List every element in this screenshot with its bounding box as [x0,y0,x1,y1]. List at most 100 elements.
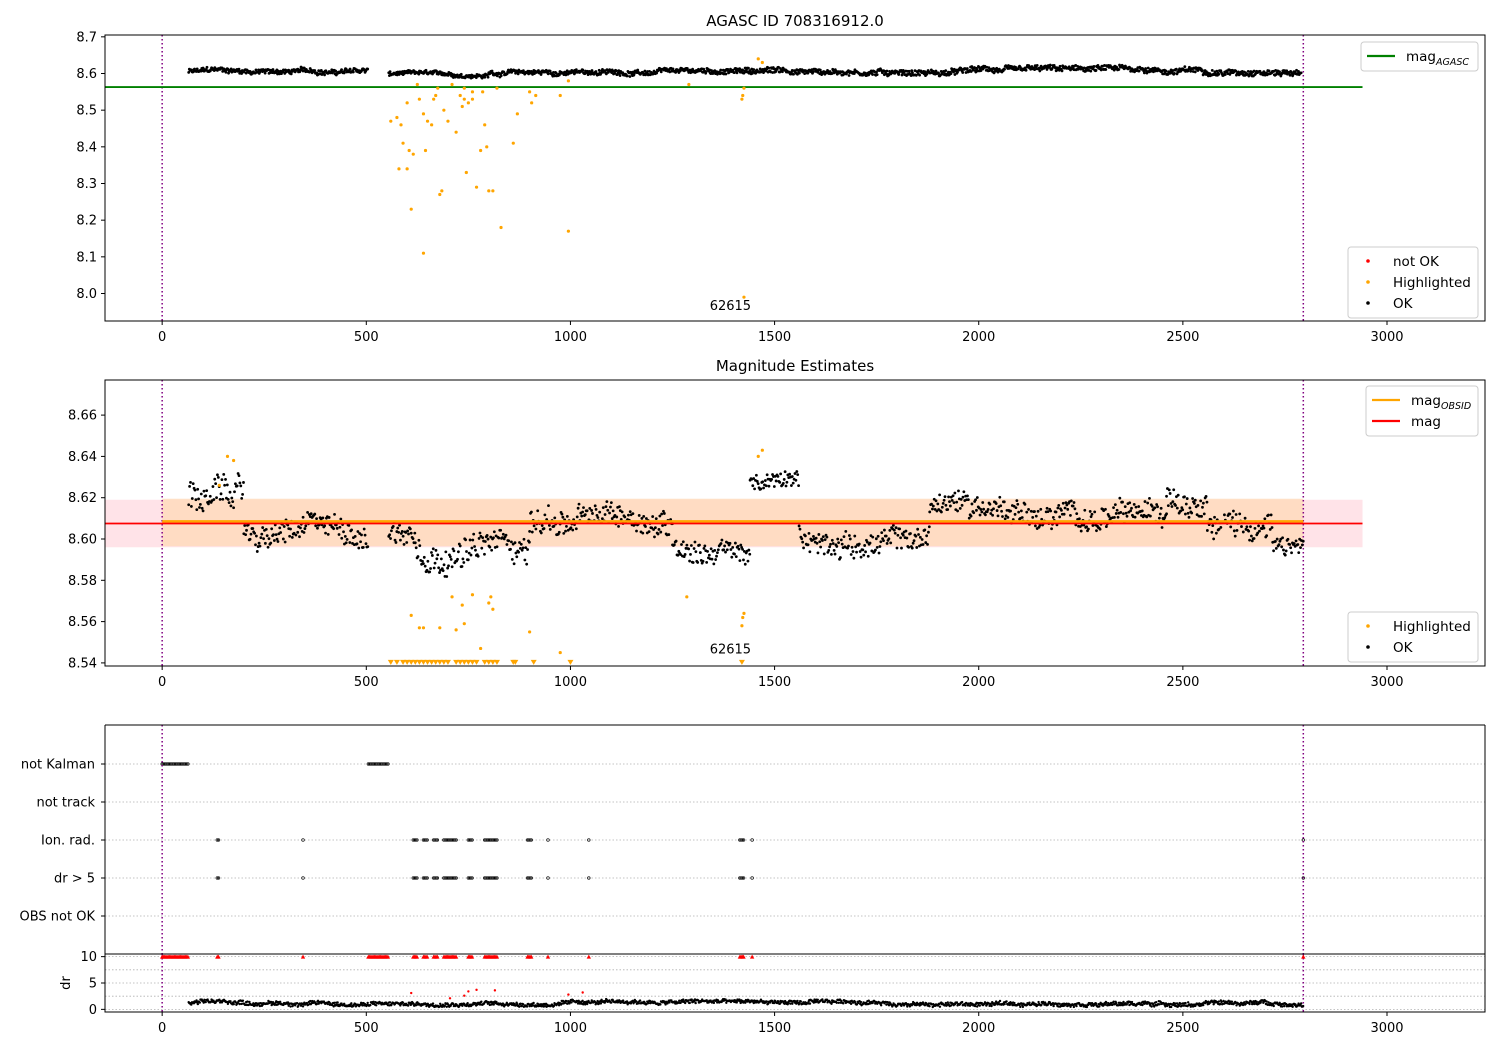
ok-point [1248,1002,1251,1006]
ok-point [194,498,198,502]
ok-point [715,554,718,558]
ok-point [815,541,819,545]
ok-point [1021,1005,1025,1009]
ok-point [575,515,579,519]
ok-point [577,502,581,506]
ok-point [460,565,464,568]
ok-point [1014,506,1018,510]
ok-point [609,505,612,509]
highlighted-point [474,185,479,189]
ok-point [948,504,952,508]
x-tick-label: 1000 [554,675,587,690]
ok-point [490,69,494,73]
ok-point [1045,506,1049,510]
ok-point [438,571,441,574]
ok-point [301,1005,305,1008]
ok-point [278,1000,282,1004]
ok-point [1036,509,1040,513]
ok-point [198,1001,202,1004]
ok-point [655,71,659,75]
ok-point [431,547,435,551]
ok-point [765,473,769,477]
ok-point [227,501,231,505]
ok-point [548,527,552,531]
ok-point [949,72,953,76]
ok-point [473,545,476,548]
ok-point [267,537,271,541]
ok-point [219,492,223,496]
ok-point [943,495,947,499]
ok-point [784,484,788,488]
ok-point [728,541,732,545]
ok-point [232,1002,235,1006]
ok-point [216,475,220,479]
ok-point [1300,543,1304,547]
ok-point [1089,515,1093,519]
ok-point [761,480,765,484]
ok-point [819,545,823,549]
ok-point [701,559,705,563]
ok-point [299,526,302,530]
ok-point [374,1004,378,1007]
ok-point [703,544,707,548]
ok-point [442,563,446,567]
ok-point [249,532,253,536]
ok-point [1132,503,1136,506]
y-tick-label: 8.54 [68,656,97,671]
ok-point [1160,526,1164,529]
ok-point [874,548,877,552]
ok-point [1230,1000,1234,1003]
ok-point [689,544,693,547]
ok-point [1150,504,1154,508]
ok-point [738,559,742,563]
ok-point [978,513,982,517]
ok-point [517,550,520,554]
highlighted-point [458,93,462,98]
y-tick-label: 8.7 [76,30,97,45]
highlighted-point [558,93,562,98]
ok-point [685,543,689,547]
ok-point [615,515,619,519]
ok-point [190,497,194,500]
ok-point [201,66,205,70]
ok-point [618,505,621,509]
ok-point [1223,513,1226,517]
ok-point [254,534,258,538]
ok-point [585,509,589,513]
ok-point [266,545,270,549]
ok-point [981,501,985,504]
highlighted-point [436,86,440,90]
ok-point [1128,501,1132,505]
ok-point [1027,508,1030,511]
ok-point [260,532,264,536]
ok-point [754,71,758,75]
ok-point [590,509,593,512]
ok-point [1060,509,1063,512]
ok-point [1168,492,1172,495]
ok-point [1003,517,1007,521]
highlighted-point [395,115,399,120]
ok-point [960,1000,964,1004]
ok-point [609,501,613,505]
ok-point [448,555,452,559]
ok-point [461,557,465,561]
ok-point [351,70,355,74]
ok-point [667,533,671,536]
ok-point [1238,512,1242,516]
ok-point [733,552,736,556]
ok-point [1174,504,1177,507]
ok-point [326,533,330,536]
ok-point [564,529,567,533]
ok-point [712,1001,716,1005]
ok-point [522,537,526,541]
ok-point [507,539,511,543]
ok-point [594,507,598,511]
ok-point [723,544,727,548]
highlighted-point [397,167,401,171]
ok-point [653,526,657,530]
ok-point [628,510,632,514]
ok-point [510,557,514,561]
ok-point [620,510,624,514]
ok-point [314,524,318,528]
ok-point [1031,515,1035,519]
